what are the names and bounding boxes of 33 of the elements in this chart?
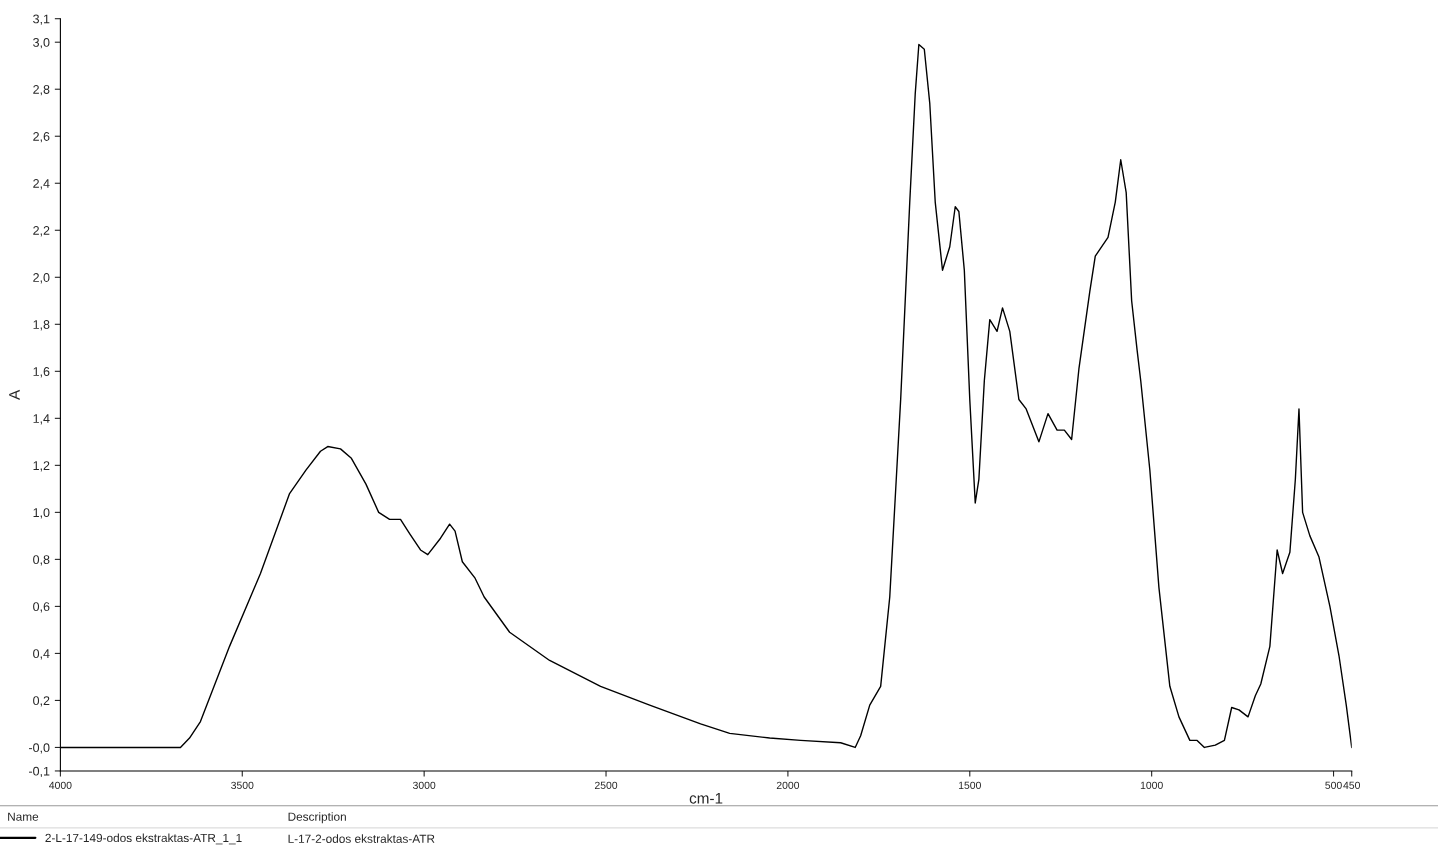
x-tick-label: 1500 bbox=[958, 781, 981, 790]
y-tick-label: 2,0 bbox=[33, 273, 50, 284]
text: Name bbox=[8, 812, 39, 821]
x-tick-label: 3500 bbox=[231, 781, 254, 790]
x-axis-title: cm-1 bbox=[689, 793, 723, 804]
y-tick-label: 3,0 bbox=[33, 38, 50, 49]
legend-label: 2-L-17-149-odos ekstraktas-ATR_1_1 bbox=[45, 833, 242, 845]
y-tick-label: -0,0 bbox=[29, 743, 50, 754]
x-tick-label: 1000 bbox=[1140, 781, 1163, 790]
x-tick-label: 2500 bbox=[594, 781, 618, 790]
y-tick-label: 2,4 bbox=[33, 179, 50, 190]
y-tick-label: 2,6 bbox=[33, 132, 50, 143]
x-tick-label: 2000 bbox=[776, 781, 800, 790]
y-tick-label: 1,8 bbox=[33, 320, 50, 331]
y-tick-label: 1,0 bbox=[33, 508, 50, 519]
y-tick-label: 0,4 bbox=[33, 649, 50, 660]
text: L-17-2-odos ekstraktas-ATR bbox=[288, 834, 435, 843]
y-axis-title: A bbox=[9, 389, 20, 400]
y-tick-label: 2,2 bbox=[33, 226, 50, 237]
y-tick-label: 3,1 bbox=[33, 14, 50, 25]
y-tick-label: 1,4 bbox=[33, 414, 50, 425]
x-tick-label: 500 bbox=[1325, 781, 1342, 790]
y-tick-label: 0,2 bbox=[33, 696, 50, 707]
text: Description bbox=[288, 812, 346, 824]
y-tick-label: -0,1 bbox=[29, 766, 50, 778]
x-tick-label: 3000 bbox=[412, 781, 436, 790]
y-tick-label: 0,6 bbox=[33, 602, 50, 613]
x-tick-label: 450 bbox=[1343, 781, 1360, 790]
y-tick-label: 0,8 bbox=[33, 555, 50, 566]
y-tick-label: 1,2 bbox=[33, 461, 50, 472]
x-tick-label: 4000 bbox=[49, 781, 72, 790]
y-tick-label: 2,8 bbox=[33, 85, 50, 96]
y-tick-label: 1,6 bbox=[33, 367, 50, 378]
